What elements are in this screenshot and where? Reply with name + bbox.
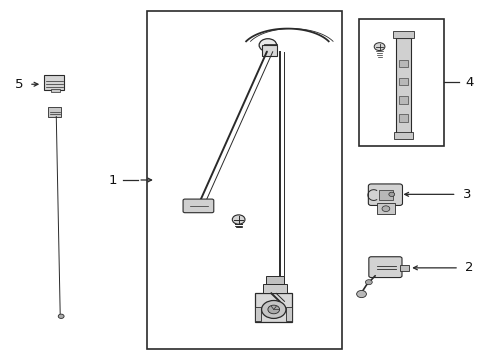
Bar — [266, 276, 283, 284]
Bar — [398, 114, 407, 122]
Text: 1: 1 — [108, 174, 117, 186]
Circle shape — [373, 43, 384, 50]
FancyBboxPatch shape — [368, 257, 401, 278]
Bar — [358, 19, 444, 146]
Text: 2: 2 — [464, 261, 472, 274]
Bar — [393, 132, 412, 139]
Circle shape — [232, 215, 244, 224]
Bar — [48, 107, 61, 117]
Bar — [378, 190, 392, 200]
Circle shape — [365, 280, 371, 285]
Bar — [398, 96, 407, 104]
Text: 5: 5 — [15, 78, 23, 91]
Bar — [395, 38, 410, 133]
Bar — [392, 31, 413, 38]
Bar — [255, 293, 292, 322]
Bar — [262, 45, 276, 56]
Bar — [51, 89, 60, 92]
Circle shape — [261, 301, 285, 319]
Circle shape — [58, 314, 64, 319]
Bar — [399, 265, 408, 271]
Bar — [286, 307, 292, 321]
Bar — [147, 12, 341, 348]
Bar — [263, 284, 287, 293]
Circle shape — [381, 206, 389, 212]
Bar — [255, 307, 261, 321]
Bar — [376, 203, 394, 214]
Bar — [398, 78, 407, 85]
Circle shape — [356, 291, 366, 298]
Text: 3: 3 — [462, 188, 470, 201]
FancyBboxPatch shape — [183, 199, 213, 213]
Circle shape — [388, 192, 394, 197]
Bar — [43, 75, 64, 90]
Text: 4: 4 — [464, 76, 472, 89]
FancyBboxPatch shape — [367, 184, 402, 206]
Circle shape — [267, 305, 279, 314]
Bar — [398, 60, 407, 67]
Circle shape — [259, 39, 276, 51]
